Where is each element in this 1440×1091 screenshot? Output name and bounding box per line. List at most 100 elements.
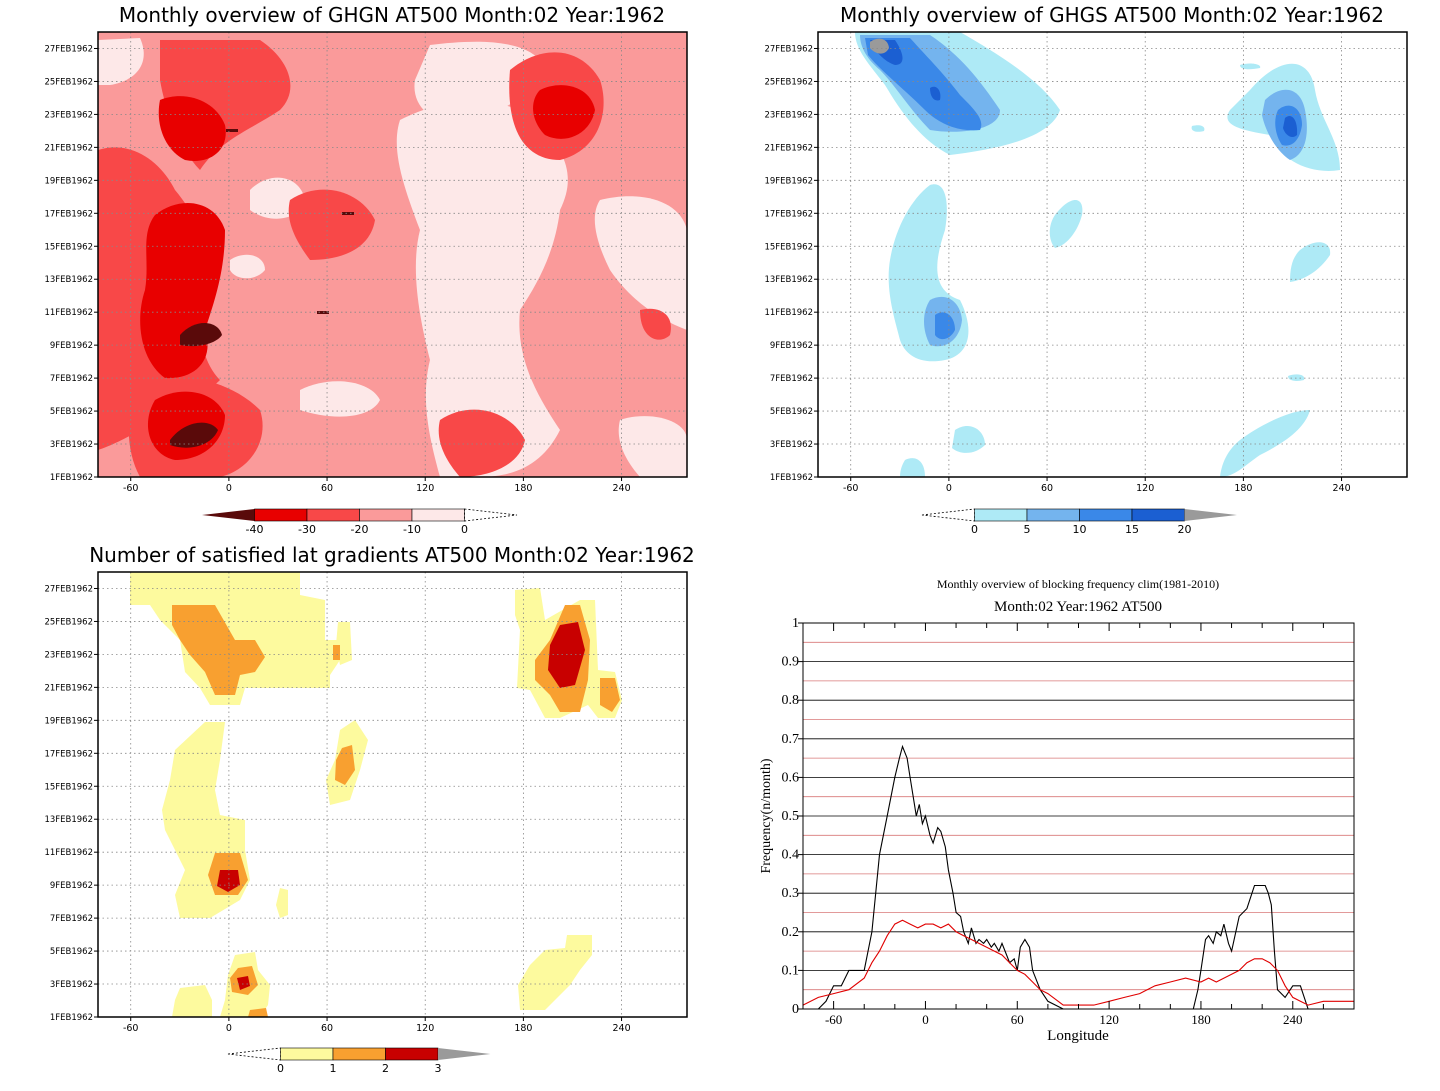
y-tick-label: 23FEB1962 [44,110,93,120]
ghgn-contour-40 [342,212,354,215]
latgrad-y-ticks: 1FEB1962 3FEB1962 5FEB1962 7FEB1962 9FEB1962… [44,584,98,1023]
x-tick-label: 60 [1011,1012,1024,1027]
ghgn-colorbar: -40 -30 -20 -10 0 [202,508,518,536]
colorbar-label: 2 [382,1062,389,1075]
colorbar-label: 5 [1024,523,1031,536]
latgrad-contour-1 [172,605,265,695]
ghgs-contour-20 [870,38,889,54]
y-tick-label: 5FEB1962 [50,947,93,957]
ghgn-contour-0 [618,416,687,477]
ghgn-contour-0 [230,254,265,279]
y-tick-label: 0.4 [782,848,800,863]
ghgs-contour-0 [1049,200,1083,248]
y-tick-label: 11FEB1962 [764,308,813,318]
colorbar-right-arrow [438,1048,491,1060]
latgrad-contour-2 [548,622,585,688]
colorbar-segment [974,508,1028,522]
x-tick-label: 120 [1136,483,1154,494]
colorbar-label: -20 [351,523,369,536]
y-tick-label: 0.3 [782,886,800,901]
x-tick-label: 240 [612,483,630,494]
x-tick-label: 120 [416,1023,434,1034]
panel-ghgn: Monthly overview of GHGN AT500 Month:02 … [44,3,688,536]
y-tick-label: 5FEB1962 [50,407,93,417]
y-tick-label: 7FEB1962 [50,374,93,384]
y-tick-label: 0.9 [782,655,800,670]
y-tick-label: 0.8 [782,693,800,708]
colorbar-label: -10 [403,523,421,536]
ghgs-contour-0 [1288,374,1305,381]
x-tick-label: 60 [321,1023,333,1034]
colorbar-label: 15 [1125,523,1139,536]
y-tick-label: 1FEB1962 [770,473,813,483]
blocking-chart-title: Monthly overview of blocking frequency c… [937,577,1219,591]
y-tick-label: 19FEB1962 [44,176,93,186]
y-tick-label: 9FEB1962 [50,341,93,351]
blocking-chart-subtitle: Month:02 Year:1962 AT500 [994,599,1162,615]
colorbar-left-arrow [227,1047,281,1061]
series-line-black [803,744,1354,1009]
y-tick-label: 3FEB1962 [50,440,93,450]
ghgs-contour-0 [952,425,985,453]
y-tick-label: 3FEB1962 [50,980,93,990]
y-tick-label: 17FEB1962 [764,209,813,219]
y-tick-label: 1 [792,616,799,631]
y-tick-label: 27FEB1962 [764,44,813,54]
latgrad-contour-2 [237,976,250,990]
colorbar-label: -40 [246,523,264,536]
ghgn-contour-20 [640,308,671,340]
blocking-y-label: Frequency(n/month) [759,758,774,873]
y-tick-label: 9FEB1962 [50,881,93,891]
ghgn-contour-40 [180,322,222,347]
y-tick-label: 15FEB1962 [44,782,93,792]
ghgs-colorbar: 0 5 10 15 20 [921,508,1237,536]
colorbar-segment [254,508,308,522]
x-tick-label: -60 [843,483,859,494]
y-tick-label: 15FEB1962 [764,242,813,252]
ghgs-contour-0 [1240,63,1261,70]
x-tick-label: -60 [123,1023,139,1034]
ghgn-contour-30 [533,85,595,139]
x-tick-label: -60 [825,1012,842,1027]
y-tick-label: 17FEB1962 [44,209,93,219]
x-tick-label: 240 [1283,1012,1303,1027]
ghgn-field [98,32,687,477]
latgrad-field [98,572,687,1017]
y-tick-label: 15FEB1962 [44,242,93,252]
ghgs-y-ticks: 1FEB1962 3FEB1962 5FEB1962 7FEB1962 9FEB1962… [764,44,818,483]
ghgn-x-ticks: -60 0 60 120 180 240 [123,477,631,494]
y-tick-label: 0.2 [782,925,800,940]
panel-ghgn-title: Monthly overview of GHGN AT500 Month:02 … [119,3,665,27]
x-tick-label: 60 [321,483,333,494]
y-tick-label: 0 [792,1002,799,1017]
ghgs-contour-15 [1283,115,1298,138]
panel-ghgs-title: Monthly overview of GHGS AT500 Month:02 … [840,3,1384,27]
x-tick-label: 0 [226,483,232,494]
panel-ghgs: Monthly overview of GHGS AT500 Month:02 … [764,3,1408,536]
x-tick-label: 240 [612,1023,630,1034]
y-tick-label: 21FEB1962 [764,143,813,153]
y-tick-label: 0.7 [782,732,800,747]
x-tick-label: 240 [1332,483,1350,494]
y-tick-label: 13FEB1962 [764,275,813,285]
y-tick-label: 13FEB1962 [44,275,93,285]
y-tick-label: 7FEB1962 [770,374,813,384]
colorbar-segment [1026,508,1080,522]
ghgs-contour-10 [935,312,955,340]
colorbar-label: 10 [1073,523,1087,536]
latgrad-contour-0 [276,888,288,918]
latgrad-contour-1 [248,1008,268,1017]
ghgn-contour-20 [438,409,525,477]
latgrad-contour-2 [217,870,240,892]
colorbar-segment [359,508,413,522]
x-tick-label: 180 [514,483,532,494]
latgrad-contour-0 [172,985,212,1017]
y-tick-label: 19FEB1962 [764,176,813,186]
colorbar-left-arrow [921,508,975,522]
colorbar-right-arrow [464,508,518,522]
panel-blocking-frequency: Monthly overview of blocking frequency c… [759,577,1355,1044]
ghgn-contour-30 [158,96,226,161]
colorbar-right-arrow [1184,509,1237,521]
latgrad-contour-1 [335,745,355,785]
